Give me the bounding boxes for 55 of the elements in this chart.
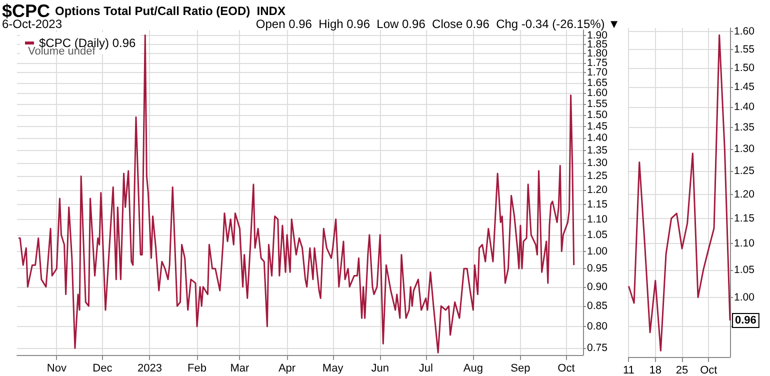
- y-tick-label: 1.35: [734, 122, 755, 134]
- x-tick-label: Oct: [700, 364, 718, 376]
- x-tick-label: Dec: [92, 362, 113, 374]
- y-tick-label: 1.05: [587, 228, 608, 241]
- y-tick-label: 0.85: [587, 300, 608, 312]
- y-tick-label: 1.40: [734, 101, 755, 114]
- x-tick-label: 18: [649, 364, 662, 376]
- y-tick-label: 0.90: [587, 280, 608, 293]
- x-tick-label: Aug: [463, 362, 483, 374]
- x-tick-label: 25: [676, 364, 688, 376]
- y-tick-label: 0.80: [587, 320, 608, 332]
- y-tick-label: 1.15: [587, 198, 608, 210]
- x-tick-label: Sep: [510, 362, 530, 374]
- y-tick-label: 1.65: [587, 76, 608, 89]
- y-tick-label: 1.50: [734, 62, 755, 74]
- y-tick-label: 1.20: [734, 188, 755, 200]
- y-tick-label: 1.45: [587, 120, 608, 132]
- annotation: Open 0.96 High 0.96 Low 0.96 Close 0.96 Chg -0.34 (-26.15%) ▼: [256, 17, 620, 31]
- y-tick-label: 1.55: [587, 98, 608, 110]
- chart-subtitle: Options Total Put/Call Ratio (EOD) INDX: [55, 4, 286, 18]
- y-tick-label: 0.95: [587, 262, 608, 275]
- y-tick-label: 1.35: [587, 144, 608, 156]
- y-tick-label: 0.75: [587, 342, 608, 354]
- x-tick-label: Jun: [371, 362, 389, 374]
- x-tick-label: 11: [623, 364, 634, 376]
- y-tick-label: 1.45: [734, 81, 755, 94]
- y-tick-label: 1.05: [734, 264, 755, 276]
- y-tick-label: 1.20: [587, 184, 608, 196]
- y-tick-label: 1.10: [734, 237, 755, 250]
- y-tick-label: 1.15: [734, 212, 755, 224]
- y-tick-label: 1.55: [734, 43, 755, 56]
- y-tick-label: 1.75: [587, 56, 608, 69]
- y-tick-label: 1.25: [587, 170, 608, 182]
- x-tick-label: Apr: [278, 362, 296, 374]
- data-label: 0.96: [735, 314, 756, 326]
- y-tick-label: 1.40: [587, 132, 608, 144]
- x-tick-label: Feb: [188, 362, 207, 374]
- y-tick-label: 1.00: [734, 291, 755, 304]
- line-series: [628, 34, 731, 352]
- y-tick-label: 1.70: [587, 66, 608, 79]
- line-series: [18, 34, 575, 354]
- x-tick-label: Nov: [46, 362, 67, 374]
- y-tick-label: 1.25: [734, 165, 755, 178]
- y-tick-label: 1.10: [587, 213, 608, 226]
- x-tick-label: Oct: [558, 362, 575, 374]
- y-tick-label: 1.30: [587, 157, 608, 170]
- x-tick-label: Jul: [418, 362, 433, 374]
- x-tick-label: May: [322, 362, 344, 374]
- y-tick-label: 1.60: [734, 26, 755, 38]
- y-tick-label: 1.00: [587, 245, 608, 258]
- y-tick-label: 1.60: [587, 87, 608, 100]
- y-tick-label: 1.50: [587, 108, 608, 121]
- x-tick-label: Mar: [230, 362, 250, 374]
- y-tick-label: 1.30: [734, 142, 755, 155]
- x-tick-label: 2023: [137, 362, 162, 374]
